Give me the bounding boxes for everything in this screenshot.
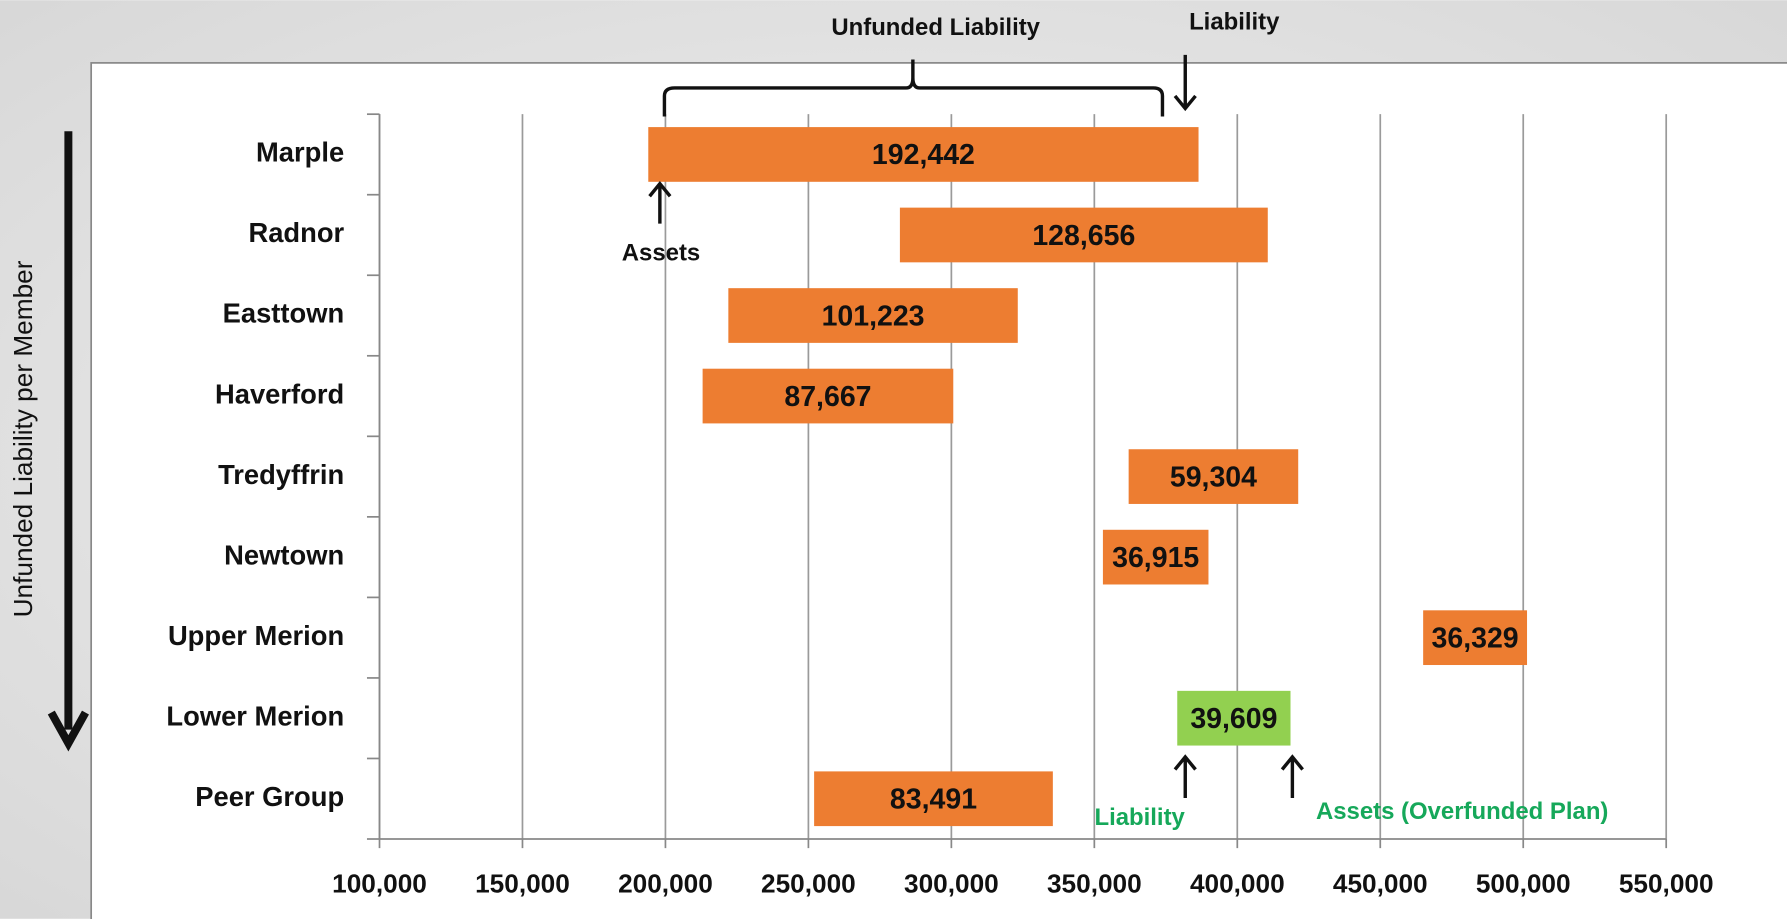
arrow: [1173, 754, 1197, 798]
bar: [1423, 610, 1528, 666]
category-label: Haverford: [215, 378, 344, 409]
bar: [1102, 529, 1209, 585]
x-tick-label: 250,000: [761, 869, 856, 899]
bar: [1177, 690, 1291, 746]
category-label: Radnor: [248, 217, 344, 248]
value-label: 83,491: [890, 784, 977, 816]
x-tick-label: 200,000: [618, 869, 713, 899]
category-label: Upper Merion: [168, 620, 344, 651]
bar: [702, 368, 954, 424]
value-label: 39,609: [1190, 703, 1277, 735]
annotation-shapes: [47, 54, 1304, 798]
plot: 100,000 150,000 200,000 250,000 300,000 350,0…: [166, 113, 1714, 899]
x-tick-label: 100,000: [332, 869, 427, 899]
annotation: Liability: [1189, 8, 1280, 35]
x-tick-label: 400,000: [1190, 869, 1285, 899]
value-label: 36,915: [1112, 542, 1199, 574]
x-tick-label: 450,000: [1333, 869, 1428, 899]
value-label: 128,656: [1032, 220, 1135, 252]
value-label: 36,329: [1432, 622, 1519, 654]
value-label: 59,304: [1170, 461, 1257, 493]
bracket: [662, 59, 1165, 117]
arrow: [1280, 754, 1304, 798]
value-label: 101,223: [822, 300, 925, 332]
category-label: Peer Group: [195, 781, 344, 812]
x-tick-label: 500,000: [1476, 869, 1571, 899]
x-tick-label: 350,000: [1047, 869, 1142, 899]
annotation: Liability: [1094, 804, 1185, 831]
annotation: Assets: [622, 240, 700, 267]
category-label: Easttown: [223, 298, 345, 329]
x-tick-label: 300,000: [904, 869, 999, 899]
x-tick-label: 150,000: [475, 869, 570, 899]
annotation: Assets (Overfunded Plan): [1316, 798, 1608, 825]
value-label: 87,667: [784, 381, 871, 413]
category-label: Newtown: [224, 539, 344, 570]
annotation: Unfunded Liability: [831, 14, 1040, 41]
arrow-head: [47, 710, 89, 752]
value-label: 192,442: [872, 139, 975, 171]
y-axis-label: Unfunded Liability per Member: [8, 260, 38, 617]
bar: [1128, 449, 1299, 504]
category-label: Tredyffrin: [218, 459, 344, 490]
arrow: [1173, 54, 1197, 112]
bar: [814, 771, 1053, 827]
category-label: Marple: [256, 137, 344, 168]
arrow: [648, 181, 672, 224]
bar: [728, 288, 1018, 343]
category-label: Lower Merion: [166, 700, 344, 731]
bar: [648, 127, 1199, 182]
bar: [899, 207, 1268, 263]
x-tick-label: 550,000: [1619, 869, 1714, 899]
